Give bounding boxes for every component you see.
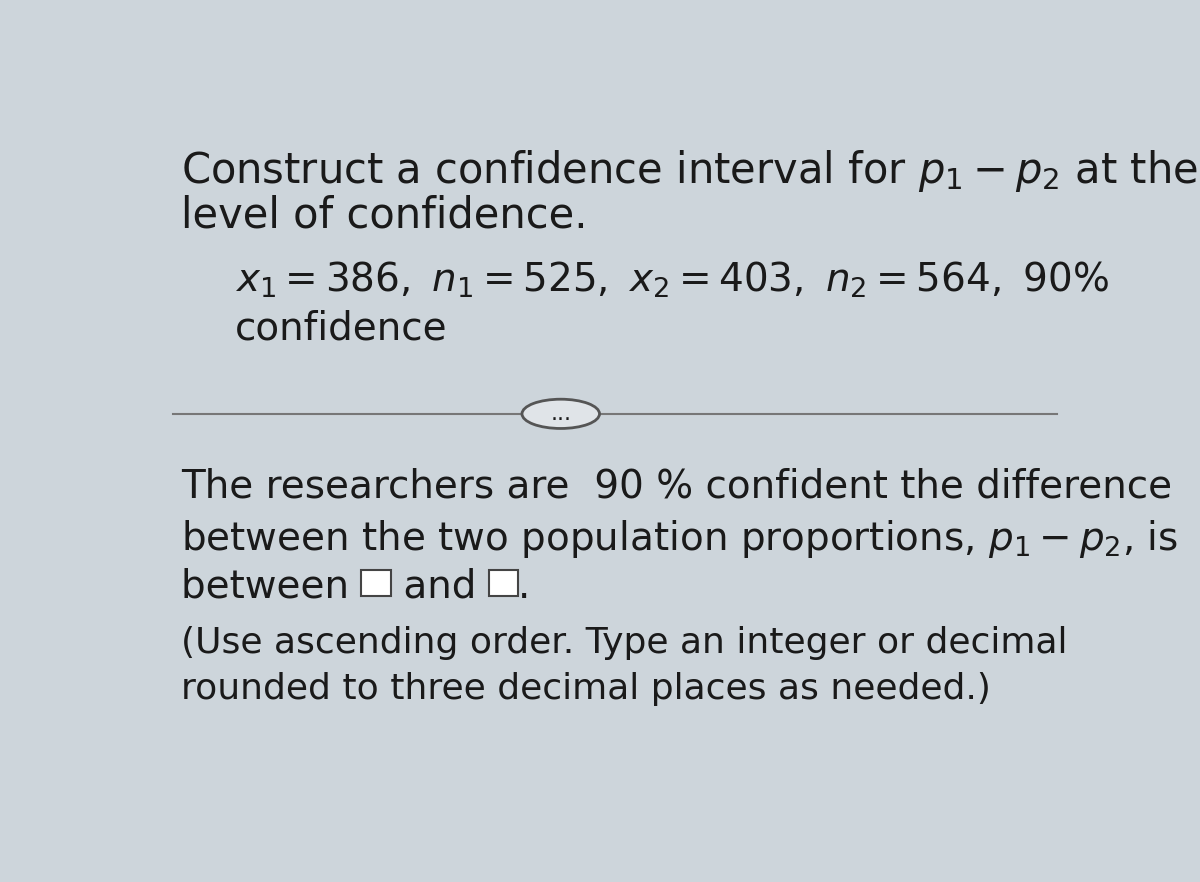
Text: The researchers are  90 % confident the difference: The researchers are 90 % confident the d… <box>181 467 1172 505</box>
Text: .: . <box>518 568 530 606</box>
Text: confidence: confidence <box>235 310 448 348</box>
Text: rounded to three decimal places as needed.): rounded to three decimal places as neede… <box>181 672 991 706</box>
Text: ...: ... <box>551 404 571 424</box>
Text: $x_1 = 386,\ n_1 = 525,\ x_2 = 403,\ n_2 = 564,\ 90\%$: $x_1 = 386,\ n_1 = 525,\ x_2 = 403,\ n_2… <box>235 260 1109 300</box>
FancyBboxPatch shape <box>488 570 518 596</box>
Text: Construct a confidence interval for $p_1 - p_2$ at the given: Construct a confidence interval for $p_1… <box>181 148 1200 194</box>
Text: and: and <box>391 568 488 606</box>
Text: between: between <box>181 568 361 606</box>
FancyBboxPatch shape <box>361 570 391 596</box>
Text: (Use ascending order. Type an integer or decimal: (Use ascending order. Type an integer or… <box>181 625 1068 660</box>
Text: level of confidence.: level of confidence. <box>181 194 588 236</box>
Ellipse shape <box>522 400 600 429</box>
Text: between the two population proportions, $p_1 - p_2$, is: between the two population proportions, … <box>181 518 1178 560</box>
